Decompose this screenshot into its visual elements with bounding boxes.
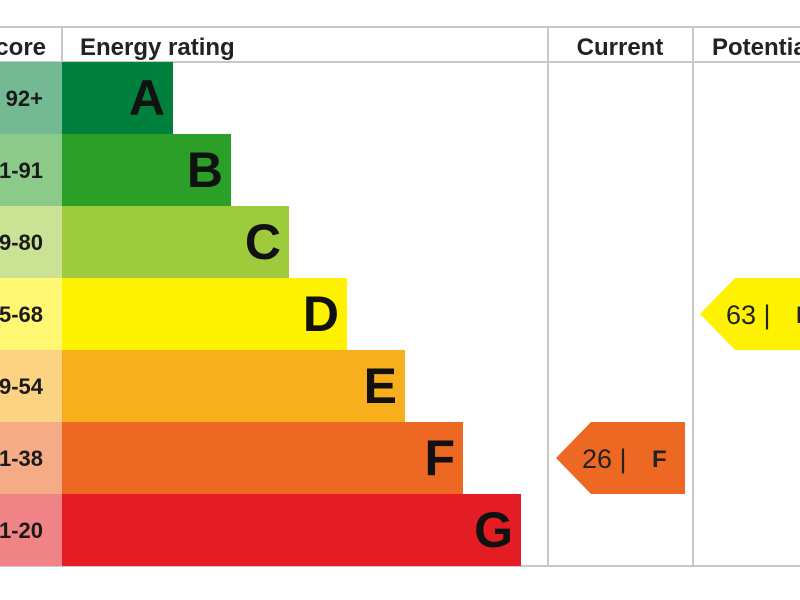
band-bar-d [62, 278, 347, 350]
potential-rating-arrow [700, 278, 800, 350]
score-cell-a [0, 62, 62, 134]
score-range-c: 69-80 [0, 230, 43, 255]
band-letter-d: D [303, 286, 339, 342]
score-range-e: 39-54 [0, 374, 44, 399]
band-bar-a [62, 62, 173, 134]
current-rating-value: 26 | [582, 444, 627, 474]
header-current: Current [577, 34, 664, 61]
header-energy-rating: Energy rating [80, 34, 235, 61]
score-cell-c [0, 206, 62, 278]
score-cell-d [0, 278, 62, 350]
header-potential: Potential [712, 34, 800, 61]
band-letter-b: B [187, 142, 223, 198]
band-bar-c [62, 206, 289, 278]
potential-rating-value: 63 | [726, 300, 771, 330]
rating-bands: 92+ A 81-91 B 69-80 C 55-68 D 39-54 E 21-38 F 1-20 G [0, 62, 521, 566]
score-range-f: 21-38 [0, 446, 43, 471]
rating-arrows: 26 | F 63 | D [556, 278, 800, 494]
band-letter-c: C [245, 214, 281, 270]
band-letter-a: A [129, 70, 165, 126]
score-cell-g [0, 494, 62, 566]
current-rating-band-letter: F [652, 446, 667, 473]
band-bar-e [62, 350, 405, 422]
score-cell-f [0, 422, 62, 494]
score-range-g: 1-20 [0, 518, 43, 543]
band-letter-f: F [424, 430, 455, 486]
band-bar-b [62, 134, 231, 206]
current-rating-arrow [556, 422, 685, 494]
score-range-a: 92+ [6, 86, 43, 111]
header-score: Score [0, 34, 46, 61]
band-bar-g [62, 494, 521, 566]
band-letter-e: E [364, 358, 397, 414]
score-cell-b [0, 134, 62, 206]
score-range-b: 81-91 [0, 158, 43, 183]
band-letter-g: G [474, 502, 513, 558]
band-bar-f [62, 422, 463, 494]
potential-rating-band-letter: D [796, 302, 800, 329]
score-range-d: 55-68 [0, 302, 43, 327]
score-cell-e [0, 350, 62, 422]
